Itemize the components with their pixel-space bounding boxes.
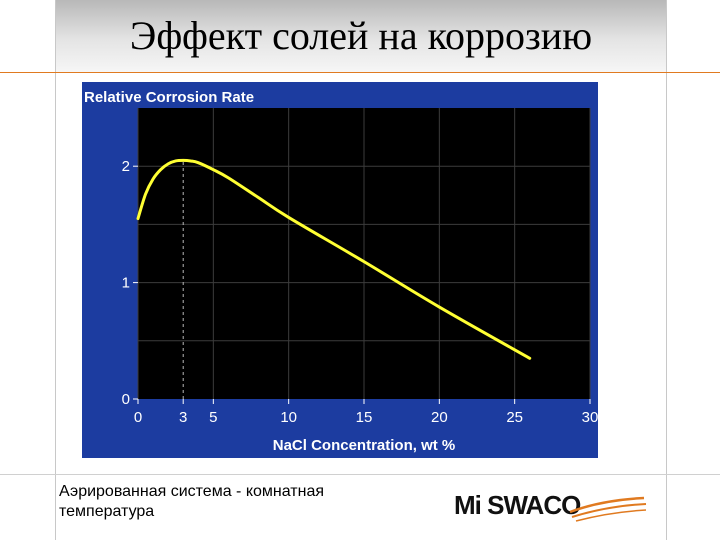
logo-swoosh-3: [575, 509, 647, 522]
miswaco-logo: Mi SWACO: [454, 490, 647, 522]
x-axis-label: NaCl Concentration, wt %: [273, 437, 456, 454]
y-tick-label: 1: [122, 275, 130, 292]
x-tick-label: 15: [356, 409, 373, 426]
x-tick-label: 30: [582, 409, 598, 426]
series-line-corrosion-rate: [136, 158, 532, 360]
left-divider: [55, 0, 56, 540]
x-tick-label: 3: [179, 409, 187, 426]
title-band: [55, 0, 667, 72]
y-tick-label: 2: [122, 158, 130, 175]
title-underline: [0, 72, 720, 73]
x-tick-label: 25: [506, 409, 523, 426]
x-tick-label: 0: [134, 409, 142, 426]
grid-lines: [137, 108, 591, 399]
logo-swoosh-1: [569, 496, 645, 514]
x-tick-label: 10: [280, 409, 297, 426]
caption-line-2: температура: [59, 503, 155, 520]
x-tick-label: 5: [209, 409, 217, 426]
y-tick-label: 0: [122, 391, 130, 408]
caption-line-1: Аэрированная система - комнатная: [59, 483, 325, 500]
x-tick-label: 20: [431, 409, 448, 426]
right-divider: [666, 0, 667, 540]
slide-title: Эффект солей на коррозию: [129, 13, 593, 58]
logo-swoosh-2: [571, 503, 647, 518]
tick-labels: 0 3 5 10 15 20 25 30 0 1 2: [122, 158, 598, 426]
corrosion-chart: Relative Corrosion Rate 0 3 5 10 15 20 25 30 0 1 2…: [82, 82, 598, 458]
logo-text: Mi SWACO: [454, 490, 581, 520]
series-layer: [136, 158, 532, 360]
caption: Аэрированная система - комнатная темпера…: [59, 482, 389, 522]
footer-divider: [0, 474, 720, 475]
chart-title: Relative Corrosion Rate: [84, 89, 254, 106]
